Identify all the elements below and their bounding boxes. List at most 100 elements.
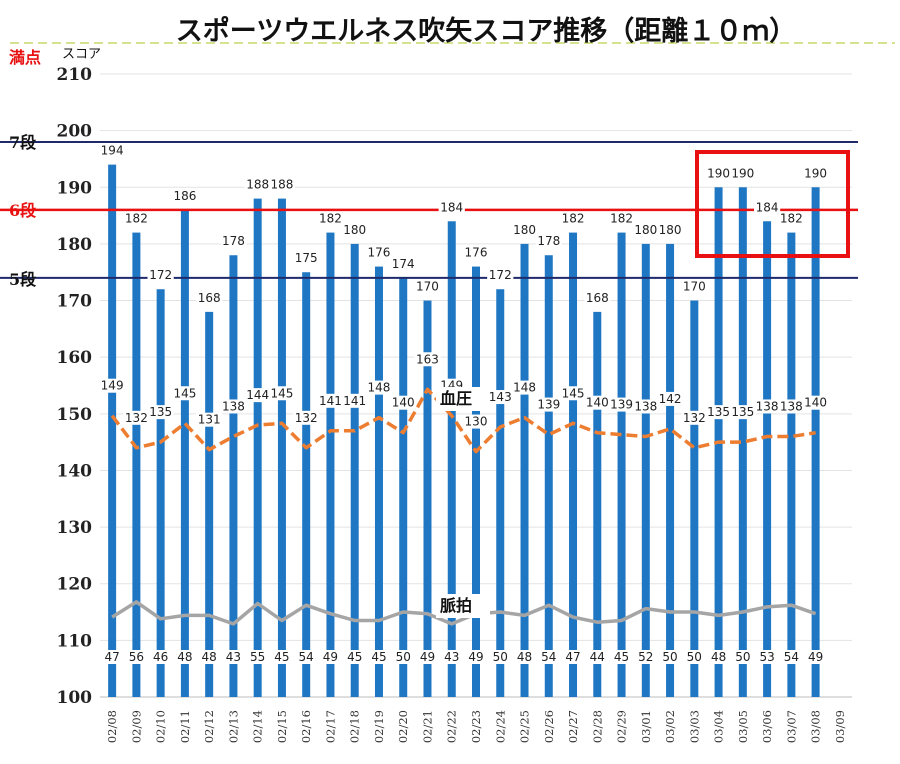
pulse-data-label-bg [126, 650, 146, 664]
x-tick-label: 02/16 [299, 710, 313, 743]
blood-pressure-data-label: 139 [610, 398, 633, 412]
blood-pressure-data-label: 135 [149, 405, 172, 419]
x-tick-label: 02/29 [615, 710, 629, 743]
score-data-label: 194 [101, 144, 124, 158]
blood-pressure-data-label-bg [753, 399, 781, 414]
blood-pressure-data-label: 145 [270, 386, 293, 400]
score-data-label: 180 [634, 223, 657, 237]
score-bar [302, 272, 311, 697]
blood-pressure-data-label-bg [608, 397, 635, 412]
score-data-label-bg [681, 279, 708, 294]
pulse-data-label-bg [296, 650, 316, 664]
pulse-series-label: 脈拍 [440, 596, 472, 615]
score-data-label: 174 [392, 257, 415, 271]
pulse-data-label-bg [393, 650, 413, 664]
y-tick-label: 170 [57, 292, 93, 312]
x-tick-label: 02/18 [348, 710, 362, 743]
reference-lines: 7段 6段 5段 [0, 133, 858, 289]
blood-pressure-data-label-bg [147, 405, 174, 420]
pulse-data-label-bg [466, 650, 486, 664]
score-data-label: 184 [756, 200, 779, 214]
pulse-data-label: 47 [104, 650, 119, 664]
blood-pressure-data-label-bg [365, 380, 393, 395]
pulse-data-label-bg [442, 650, 462, 664]
pulse-data-label-bg [272, 650, 292, 664]
pulse-data-label-bg [345, 650, 365, 664]
blood-pressure-data-label-bg [268, 386, 296, 401]
blood-pressure-data-label-bg [632, 399, 659, 414]
pulse-data-label-bg [199, 650, 219, 664]
score-data-label: 182 [319, 212, 342, 226]
score-data-label-bg [390, 256, 417, 271]
pulse-data-label: 45 [347, 650, 362, 664]
x-tick-label: 02/20 [396, 710, 410, 743]
pulse-data-label-bg [515, 650, 534, 664]
score-bar [811, 187, 820, 698]
score-data-label: 175 [295, 251, 318, 265]
blood-pressure-data-label: 148 [368, 381, 391, 395]
blood-pressure-data-label-bg [559, 386, 587, 401]
blood-pressure-data-label-bg [656, 391, 684, 406]
pulse-data-label: 49 [420, 650, 435, 664]
pulse-data-label: 50 [396, 650, 411, 664]
x-tick-label: 02/08 [105, 710, 119, 743]
pulse-data-label-bg [321, 650, 340, 664]
pulse-data-label: 54 [784, 650, 799, 664]
pulse-data-label: 47 [565, 650, 580, 664]
y-tick-label: 210 [57, 65, 93, 85]
blood-pressure-data-label-bg [462, 414, 490, 429]
blood-pressure-data-label: 139 [537, 398, 560, 412]
blood-pressure-data-label-bg [535, 397, 562, 412]
x-tick-label: 03/05 [736, 710, 750, 743]
reference-line-label: 7段 [9, 133, 37, 152]
blood-pressure-data-label: 149 [101, 379, 124, 393]
y-tick-label: 200 [57, 122, 93, 142]
blood-pressure-data-label: 140 [392, 396, 415, 410]
y-tick-label: 140 [57, 461, 93, 481]
x-tick-label: 02/27 [566, 710, 580, 743]
pulse-data-label-bg [806, 650, 826, 664]
x-tick-label: 02/13 [226, 710, 240, 743]
pulse-data-label: 48 [177, 650, 192, 664]
x-tick-label: 02/10 [154, 710, 168, 743]
pulse-data-label-bg [418, 650, 437, 664]
pulse-data-label-bg [248, 650, 268, 664]
pulse-data-label: 55 [250, 650, 265, 664]
pulse-data-label-bg [684, 650, 704, 664]
score-data-label-bg [705, 166, 732, 181]
pulse-data-label-bg [612, 650, 631, 664]
blood-pressure-data-label: 138 [780, 399, 803, 413]
score-data-label-bg [268, 177, 296, 192]
x-tick-label: 02/17 [323, 710, 337, 743]
blood-pressure-data-label: 135 [707, 405, 730, 419]
blood-pressure-line [110, 387, 816, 454]
y-tick-label: 100 [57, 688, 93, 708]
pulse-data-label: 45 [371, 650, 386, 664]
blood-pressure-data-label-bg [705, 405, 732, 420]
blood-pressure-data-label-bg [778, 399, 805, 414]
score-data-label-bg [462, 245, 490, 260]
score-data-label-bg [365, 245, 393, 260]
blood-pressure-data-label-bg [414, 352, 441, 367]
y-tick-label: 190 [57, 178, 93, 198]
pulse-line [111, 600, 817, 626]
score-data-label: 182 [125, 212, 148, 226]
score-data-label: 180 [343, 223, 366, 237]
score-data-label-bg [487, 268, 514, 283]
score-bar [350, 243, 359, 697]
score-data-label-bg [244, 177, 271, 192]
blood-pressure-data-label: 132 [125, 411, 148, 425]
score-data-label-bg [341, 222, 368, 237]
score-data-label-bg [414, 279, 441, 294]
blood-pressure-data-label-bg [390, 395, 417, 410]
pulse-data-label-bg [102, 650, 122, 664]
pulse-data-label: 43 [226, 650, 241, 664]
pulse-data-label: 45 [614, 650, 629, 664]
x-tick-label: 02/23 [469, 710, 483, 743]
pulse-series-label-bg [436, 594, 490, 618]
pulse-data-label: 46 [153, 650, 168, 664]
score-data-label-bg [656, 222, 684, 237]
pulse-data-label-bg [151, 650, 171, 664]
